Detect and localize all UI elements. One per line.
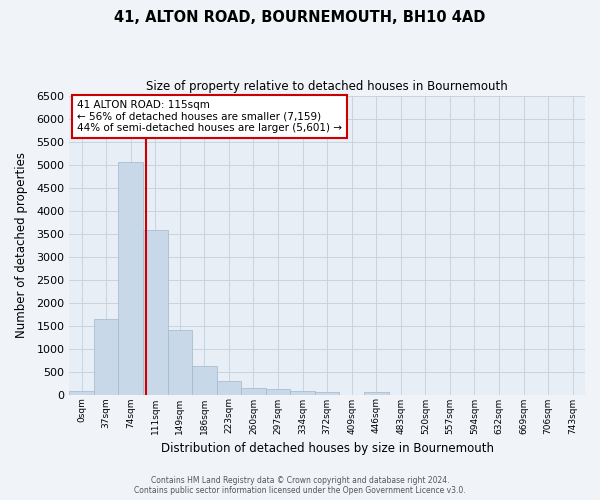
Text: 41, ALTON ROAD, BOURNEMOUTH, BH10 4AD: 41, ALTON ROAD, BOURNEMOUTH, BH10 4AD (115, 10, 485, 25)
Text: 41 ALTON ROAD: 115sqm
← 56% of detached houses are smaller (7,159)
44% of semi-d: 41 ALTON ROAD: 115sqm ← 56% of detached … (77, 100, 342, 133)
Bar (167, 330, 192, 394)
Bar (241, 388, 266, 394)
Title: Size of property relative to detached houses in Bournemouth: Size of property relative to detached ho… (146, 80, 508, 93)
Text: Contains HM Land Registry data © Crown copyright and database right 2024.
Contai: Contains HM Land Registry data © Crown c… (134, 476, 466, 495)
Bar (266, 390, 290, 394)
Bar (143, 230, 167, 394)
Y-axis label: Number of detached properties: Number of detached properties (15, 152, 28, 338)
X-axis label: Distribution of detached houses by size in Bournemouth: Distribution of detached houses by size … (161, 442, 494, 455)
Bar (217, 381, 241, 394)
Bar (118, 162, 143, 394)
Bar (364, 392, 389, 394)
Bar (290, 391, 315, 394)
Bar (315, 392, 340, 394)
Bar (192, 366, 217, 394)
Bar (70, 391, 94, 394)
Bar (94, 318, 118, 394)
